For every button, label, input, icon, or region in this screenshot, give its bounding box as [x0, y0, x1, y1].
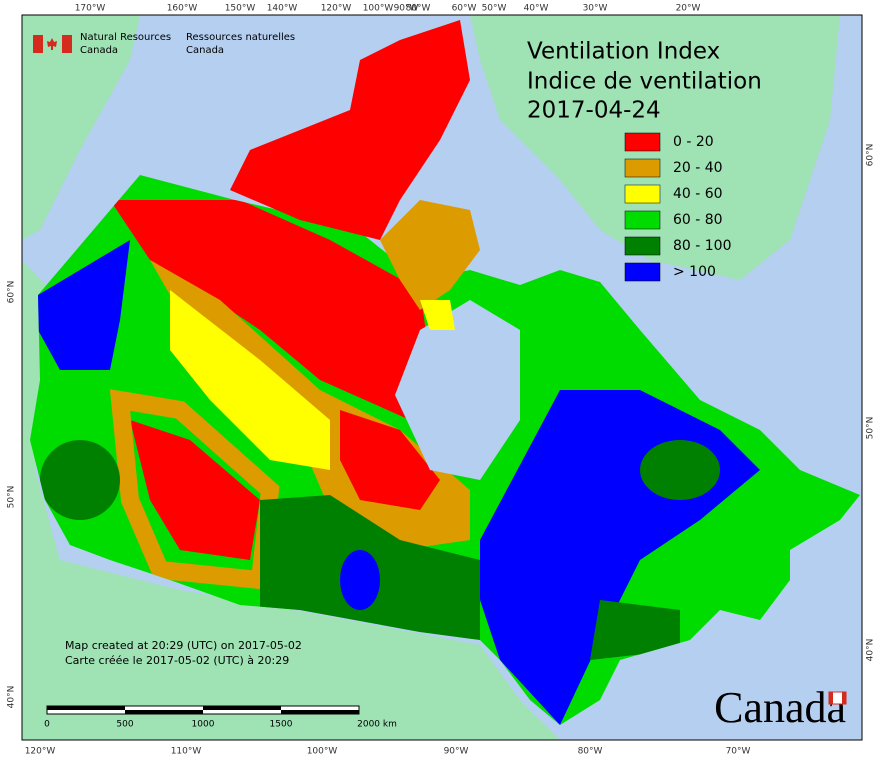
- arctic-islands: [230, 20, 470, 240]
- graticule-label: 90°W: [394, 4, 419, 14]
- graticule-label: 60°N: [866, 144, 876, 167]
- scale-label: 500: [116, 720, 133, 730]
- alaska-russia: [22, 15, 140, 240]
- graticule-label: 30°W: [583, 4, 608, 14]
- hudson-bay: [395, 300, 520, 480]
- graticule-label: 60°N: [7, 281, 17, 304]
- usa: [22, 260, 560, 740]
- legend: 0 - 20 20 - 40 40 - 60 60 - 80 80 - 100 > 100: [624, 132, 732, 282]
- scale-label: 1000: [192, 720, 215, 730]
- graticule-label: 140°W: [267, 4, 298, 14]
- legend-swatch: [624, 210, 661, 230]
- title: 2017-04-24: [527, 98, 661, 124]
- graticule-label: 110°W: [171, 747, 202, 757]
- note: Carte créée le 2017-05-02 (UTC) à 20:29: [65, 654, 289, 667]
- agency-en: Natural Resources: [80, 32, 171, 43]
- legend-label: 20 - 40: [673, 160, 723, 176]
- flag-bar: [62, 35, 72, 53]
- graticule-label: 170°W: [75, 4, 106, 14]
- legend-label: 0 - 20: [673, 134, 714, 150]
- graticule-label: 60°W: [452, 4, 477, 14]
- legend-label: > 100: [673, 264, 716, 280]
- legend-swatch: [624, 236, 661, 256]
- scale-label: 1500: [270, 720, 293, 730]
- flag-bar: [33, 35, 43, 53]
- canada-wordmark: Canada: [714, 683, 846, 732]
- graticule-label: 90°W: [444, 747, 469, 757]
- graticule-label: 80°W: [406, 4, 431, 14]
- note: Map created at 20:29 (UTC) on 2017-05-02: [65, 639, 302, 652]
- graticule-label: 20°W: [676, 4, 701, 14]
- graticule-label: 120°W: [25, 747, 56, 757]
- legend-swatch: [624, 262, 661, 282]
- graticule-label: 50°N: [7, 486, 17, 509]
- graticule-label: 40°N: [866, 639, 876, 662]
- graticule-label: 40°N: [7, 686, 17, 709]
- maple-leaf: [47, 38, 57, 50]
- graticule-label: 100°W: [363, 4, 394, 14]
- title: Ventilation Index: [527, 39, 720, 65]
- legend-swatch: [624, 132, 661, 152]
- legend-label: 60 - 80: [673, 212, 723, 228]
- wordmark-flag: [829, 692, 833, 704]
- legend-label: 80 - 100: [673, 238, 732, 254]
- graticule-label: 100°W: [307, 747, 338, 757]
- graticule-label: 120°W: [321, 4, 352, 14]
- graticule-label: 80°W: [578, 747, 603, 757]
- legend-swatch: [624, 184, 661, 204]
- agency-en: Canada: [80, 45, 118, 56]
- agency-fr: Ressources naturelles: [186, 32, 295, 43]
- graticule-label: 160°W: [167, 4, 198, 14]
- title: Indice de ventilation: [527, 69, 762, 95]
- legend-label: 40 - 60: [673, 186, 723, 202]
- agency-fr: Canada: [186, 45, 224, 56]
- graticule-label: 150°W: [225, 4, 256, 14]
- map-frame: [21, 14, 863, 741]
- graticule-label: 50°W: [482, 4, 507, 14]
- legend-swatch: [624, 158, 661, 178]
- graticule-label: 70°W: [726, 747, 751, 757]
- wordmark-flag: [842, 692, 846, 704]
- nrcan-logo: Natural Resources Canada Ressources natu…: [33, 32, 295, 56]
- graticule-label: 50°N: [866, 417, 876, 440]
- scale-label: 2000 km: [357, 720, 397, 730]
- scale-label: 0: [44, 720, 50, 730]
- graticule-label: 40°W: [524, 4, 549, 14]
- baffin-south: [380, 200, 480, 310]
- scale-bar: 0 500 1000 1500 2000 km: [44, 705, 397, 730]
- baffin-tip: [420, 300, 455, 330]
